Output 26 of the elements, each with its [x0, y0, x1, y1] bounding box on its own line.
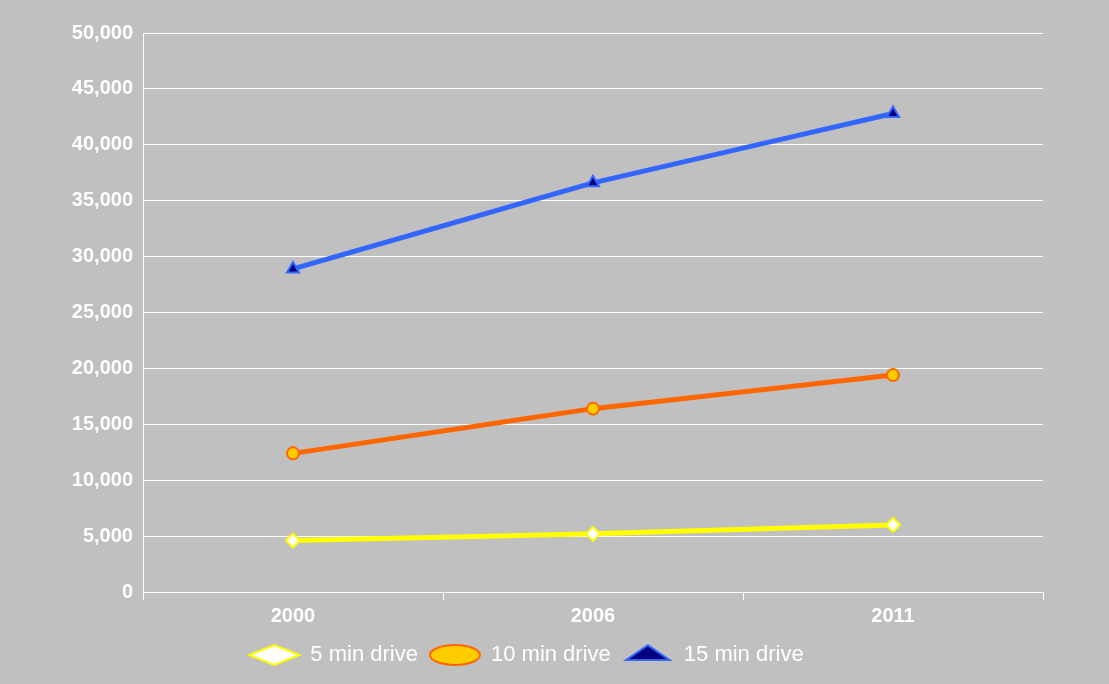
point [585, 174, 601, 188]
y-tick-label: 50,000 [71, 20, 133, 43]
y-tick-label: 5,000 [82, 523, 133, 546]
legend-label: 5 min drive [310, 641, 418, 667]
y-tick-label: 35,000 [71, 188, 133, 211]
point [886, 368, 900, 383]
point [286, 446, 300, 461]
point [885, 105, 901, 118]
y-tick-label: 0 [121, 579, 133, 602]
point [586, 401, 600, 416]
point [885, 516, 901, 533]
legend-label: 15 min drive [683, 641, 804, 667]
legend-label: 10 min drive [490, 641, 611, 667]
y-tick-label: 20,000 [71, 355, 133, 378]
y-tick-label: 15,000 [71, 411, 133, 434]
point [585, 525, 601, 542]
x-tick-label: 2011 [871, 603, 915, 626]
x-tick-label: 2000 [270, 603, 316, 626]
y-tick-label: 25,000 [71, 300, 133, 323]
y-tick-label: 30,000 [71, 244, 133, 267]
y-tick-label: 45,000 [71, 76, 133, 99]
point [285, 532, 301, 549]
point [285, 260, 301, 274]
y-tick-label: 10,000 [71, 467, 133, 490]
x-tick-label: 2006 [570, 603, 616, 626]
y-tick-label: 40,000 [71, 132, 133, 155]
